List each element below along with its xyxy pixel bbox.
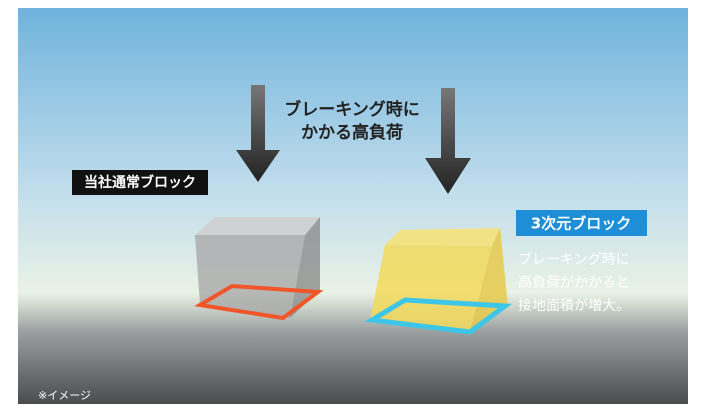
arrow-label: かかる高負荷 <box>301 122 403 143</box>
standard-block-label: 当社通常ブロック <box>84 174 196 191</box>
arrow-label: ブレーキング時に <box>284 99 420 120</box>
label-box <box>72 170 208 195</box>
arrows <box>236 85 471 194</box>
standard-block <box>194 217 324 321</box>
arrow <box>236 85 280 182</box>
arrow <box>425 88 471 194</box>
description: ブレーキング時に <box>518 251 630 268</box>
description: 高負荷がかかると <box>518 274 630 291</box>
note: ※イメージ <box>38 389 91 402</box>
description: 接地面積が増大。 <box>518 297 630 314</box>
label-box <box>516 210 647 236</box>
three-d-block <box>364 228 512 335</box>
three-d-block-label: 3次元ブロック <box>531 215 631 233</box>
